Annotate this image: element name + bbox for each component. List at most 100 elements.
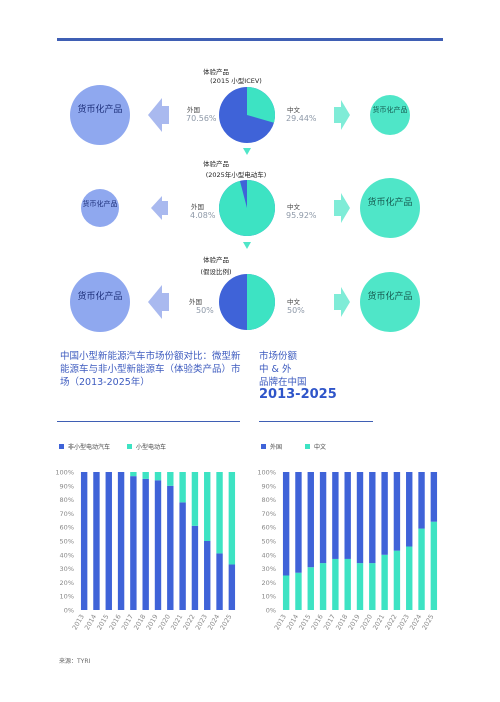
bar-segment (307, 472, 314, 568)
bar-segment (154, 480, 162, 610)
x-tick-label: 2025 (218, 613, 233, 631)
bar-segment (179, 472, 186, 503)
row3-right-arrow (334, 287, 350, 317)
legend1-swatch-b (127, 444, 132, 449)
y-tick-label: 70% (262, 510, 276, 518)
row1-china-label: 中文 (287, 106, 300, 114)
row1-title: 体验产品 (203, 68, 229, 76)
bar-segment (216, 553, 223, 610)
bar-segment (167, 472, 174, 486)
legend2-swatch-a (261, 444, 266, 449)
row1-right-arrow (334, 100, 350, 130)
bar-segment (369, 472, 376, 564)
row3-foreign-pct: 50% (196, 306, 214, 315)
y-tick-label: 60% (60, 524, 74, 532)
row1-right-bubble (370, 95, 410, 135)
y-tick-label: 0% (266, 607, 276, 615)
bar-segment (295, 572, 302, 610)
bar-segment (393, 472, 401, 551)
bar-segment (204, 472, 211, 541)
top-rule (57, 38, 443, 41)
chart-small-ev-share: 0%10%20%30%40%50%60%70%80%90%100%2013201… (55, 469, 236, 631)
y-tick-label: 40% (60, 551, 74, 559)
row2-china-label: 中文 (287, 203, 300, 211)
row3-subtitle: (假设比例) (200, 268, 232, 276)
row1-right-bubble-label: 货币化产品 (372, 106, 408, 114)
bar-segment (406, 546, 413, 610)
bar-segment (130, 476, 137, 610)
row3-left-arrow (148, 285, 162, 319)
bar-segment (204, 541, 211, 610)
row3-title: 体验产品 (203, 256, 229, 264)
legend1-label-b: 小型电动车 (136, 444, 167, 451)
row2-left-bubble (81, 189, 119, 227)
right-chart-rule (259, 421, 373, 422)
legend2-label-a: 外国 (270, 444, 283, 451)
bar-segment (130, 472, 137, 477)
row2-pie (219, 180, 276, 236)
row1-down-arrow (243, 148, 251, 155)
row1-foreign-label: 外国 (187, 106, 200, 114)
row2-foreign-label: 外国 (191, 203, 204, 211)
caption: 中国小型新能源汽车市场份额对比：微型新能源车与非小型新能源车（体验类产品）市场（… (60, 351, 241, 388)
bar-segment (142, 472, 149, 479)
bar-segment (295, 472, 302, 573)
bar-segment (418, 472, 425, 529)
row2-subtitle: (2025年小型电动车) (205, 171, 267, 179)
y-tick-label: 50% (60, 538, 74, 546)
row3-foreign-label: 外国 (189, 298, 202, 306)
right-title-line4: 2013-2025 (259, 387, 337, 402)
row2-title: 体验产品 (203, 160, 229, 168)
chart-brand-share: 0%10%20%30%40%50%60%70%80%90%100%2013201… (257, 469, 438, 631)
right-title-line1: 市场份额 (259, 351, 298, 362)
row1-left-bubble (70, 85, 130, 145)
row3-china-pct: 50% (287, 306, 305, 315)
bar-segment (216, 472, 223, 554)
row3-left-arrow-stem (162, 293, 169, 311)
row1-pie (219, 86, 276, 143)
row3-pie (219, 274, 275, 330)
bar-segment (105, 472, 112, 610)
bar-segment (319, 563, 327, 610)
bar-segment (142, 478, 149, 610)
bar-segment (282, 472, 290, 576)
bar-segment (93, 472, 100, 610)
row2-china-pct: 95.92% (286, 211, 317, 220)
bar-segment (228, 564, 236, 610)
bar-segment (381, 554, 388, 610)
y-tick-label: 10% (262, 593, 276, 601)
row2-right-bubble-label: 货币化产品 (367, 198, 413, 208)
y-tick-label: 90% (60, 482, 74, 490)
y-tick-label: 70% (60, 510, 74, 518)
bar-segment (307, 567, 314, 610)
y-tick-label: 80% (60, 496, 74, 504)
bar-segment (406, 472, 413, 547)
bar-segment (179, 502, 186, 610)
pie-slice-china (219, 180, 276, 236)
y-tick-label: 90% (262, 482, 276, 490)
y-tick-label: 20% (262, 579, 276, 587)
pie-slice-china (247, 274, 275, 330)
bar-segment (228, 472, 236, 565)
bar-segment (430, 472, 438, 522)
bar-segment (332, 472, 339, 559)
row2-left-arrow-stem (162, 201, 168, 215)
row2-foreign-pct: 4.08% (190, 211, 216, 220)
row1-foreign-pct: 70.56% (186, 114, 217, 123)
y-tick-label: 80% (262, 496, 276, 504)
legend2-swatch-b (305, 444, 310, 449)
bar-segment (332, 558, 339, 610)
y-tick-label: 100% (257, 469, 276, 477)
row1-left-arrow (148, 98, 162, 132)
bar-segment (369, 563, 376, 610)
bar-segment (319, 472, 327, 564)
y-tick-label: 0% (64, 607, 74, 615)
row2-left-bubble-label: 货币化产品 (82, 200, 118, 208)
right-title-line2: 中 & 外 (259, 364, 292, 375)
row3-china-label: 中文 (287, 298, 300, 306)
bar-segment (80, 472, 88, 610)
row2-down-arrow (243, 242, 251, 249)
y-tick-label: 60% (262, 524, 276, 532)
bar-segment (344, 558, 351, 610)
row3-left-bubble-label: 货币化产品 (77, 292, 123, 302)
